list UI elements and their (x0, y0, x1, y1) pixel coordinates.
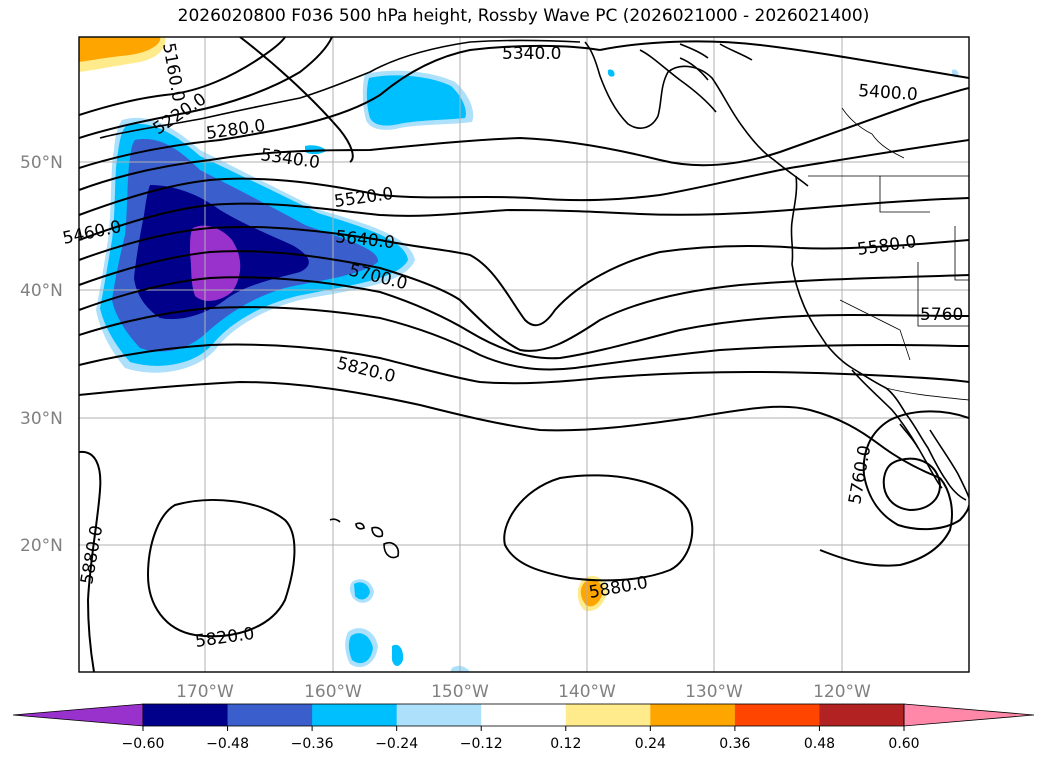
colorbar-segment (734, 704, 820, 726)
anomaly-spot-5 (607, 69, 615, 77)
contour-label-5760-east: 5760 (920, 305, 963, 325)
lat-label-20n: 20°N (20, 536, 63, 556)
anomaly-pos-orange (580, 579, 603, 607)
height-contours (79, 37, 969, 672)
colorbar-segment (650, 704, 736, 726)
anomaly-spot-1b (354, 582, 370, 600)
longitude-labels: 170°W 160°W 150°W 140°W 130°W 120°W (176, 682, 871, 702)
colorbar-tick-label: 0.24 (635, 736, 666, 752)
anomaly-pos-nw-orange (79, 37, 161, 62)
colorbar-extend-min (12, 703, 144, 727)
anomaly-spot-3 (392, 644, 404, 666)
colorbar-frame (142, 703, 905, 727)
colorbar-segment (227, 704, 313, 726)
lat-label-40n: 40°N (20, 281, 63, 301)
lon-label-150w: 150°W (431, 682, 489, 702)
colorbar-segment (143, 704, 229, 726)
colorbar-tick-label: 0.36 (719, 736, 750, 752)
anomaly-purple (190, 225, 241, 301)
lat-label-30n: 30°N (20, 409, 63, 429)
lon-label-120w: 120°W (813, 682, 871, 702)
colorbar-ticks: −0.60 −0.48 −0.36 −0.24 −0.12 0.12 0.24 0.36 0.4… (122, 726, 920, 752)
colorbar-tick-label: −0.24 (375, 736, 418, 752)
colorbar-segment (481, 704, 567, 726)
borders (808, 107, 969, 401)
colorbar-segment (565, 704, 651, 726)
colorbar-segment (396, 704, 482, 726)
colorbar-tick-label: 0.12 (550, 736, 581, 752)
lon-label-160w: 160°W (304, 682, 362, 702)
map-frame (78, 36, 970, 673)
colorbar-segment (819, 704, 905, 726)
colorbar-tick-label: −0.60 (122, 736, 165, 752)
contour-label-5340-north: 5340.0 (502, 44, 561, 64)
colorbar-extend-max (903, 703, 1035, 727)
lon-label-170w: 170°W (176, 682, 234, 702)
graticule (79, 37, 969, 672)
latitude-labels: 50°N 40°N 30°N 20°N (20, 153, 63, 556)
colorbar-tick-label: −0.36 (291, 736, 334, 752)
anomaly-spot-2b (348, 633, 373, 664)
lon-label-130w: 130°W (685, 682, 743, 702)
contour-label-5400: 5400.0 (858, 81, 919, 105)
coastlines (99, 39, 969, 559)
map-title: 2026020800 F036 500 hPa height, Rossby W… (177, 6, 870, 26)
colorbar-segments (12, 703, 1035, 727)
lon-label-140w: 140°W (558, 682, 616, 702)
colorbar-tick-label: −0.48 (206, 736, 249, 752)
lat-label-50n: 50°N (20, 153, 63, 173)
colorbar: −0.60 −0.48 −0.36 −0.24 −0.12 0.12 0.24 0.36 0.4… (12, 703, 1035, 752)
colorbar-segment (312, 704, 398, 726)
colorbar-tick-label: 0.60 (888, 736, 919, 752)
colorbar-tick-label: 0.48 (804, 736, 835, 752)
colorbar-tick-label: −0.12 (460, 736, 503, 752)
anomaly-alaska-cyan (366, 75, 466, 126)
